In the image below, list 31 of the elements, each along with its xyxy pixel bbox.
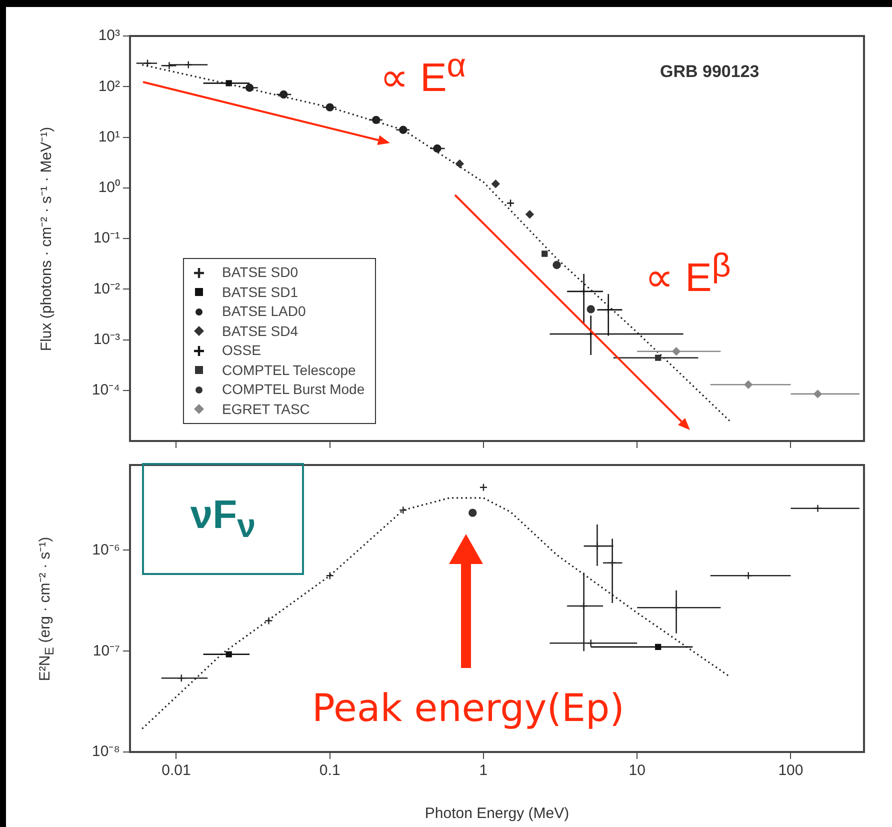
x-tick-label: 1: [479, 762, 488, 780]
legend-label: BATSE SD1: [222, 282, 298, 302]
legend-label: BATSE LAD0: [222, 302, 306, 321]
x-tick-label: 10: [628, 762, 646, 780]
x-tick-label: 0.1: [319, 762, 340, 780]
annotation: ∝ E$^{α}$: [380, 48, 466, 100]
x-tick-label: 0.01: [162, 762, 191, 780]
y-tick-label: 10⁻²: [93, 280, 120, 298]
y-tick-label: 10⁻³: [93, 330, 120, 348]
y-tick-label: 10⁻¹: [93, 230, 120, 247]
y-tick-label: 10⁻⁸: [92, 743, 120, 760]
y-tick-label: 10²: [98, 78, 120, 95]
legend-label: BATSE SD4: [222, 322, 298, 340]
annotation: Peak energy(Ep): [312, 686, 624, 730]
y-tick-label: 10⁻⁷: [92, 642, 120, 660]
y-tick-label: 10¹: [98, 128, 120, 146]
annotation: νF$_{ν}$: [190, 492, 256, 546]
y-tick-label: 10⁻⁴: [92, 382, 120, 399]
x-axis-title: Photon Energy (MeV): [424, 805, 570, 822]
y-tick-label: 10⁻⁶: [92, 541, 120, 558]
x-tick-label: 100: [778, 762, 804, 780]
legend-label: OSSE: [222, 341, 261, 360]
legend-label: COMPTEL Telescope: [222, 360, 356, 380]
legend-label: EGRET TASC: [222, 400, 310, 418]
annotation: GRB 990123: [660, 62, 760, 81]
annotation: ∝ E$^{β}$: [645, 248, 731, 300]
legend-label: BATSE SD0: [222, 263, 298, 282]
y-tick-label: 10⁰: [98, 179, 120, 196]
y-axis-title: Flux (photons · cm⁻² · s⁻¹ · MeV⁻¹): [37, 126, 55, 351]
legend-label: COMPTEL Burst Mode: [222, 380, 365, 399]
y-tick-label: 10³: [98, 27, 120, 44]
